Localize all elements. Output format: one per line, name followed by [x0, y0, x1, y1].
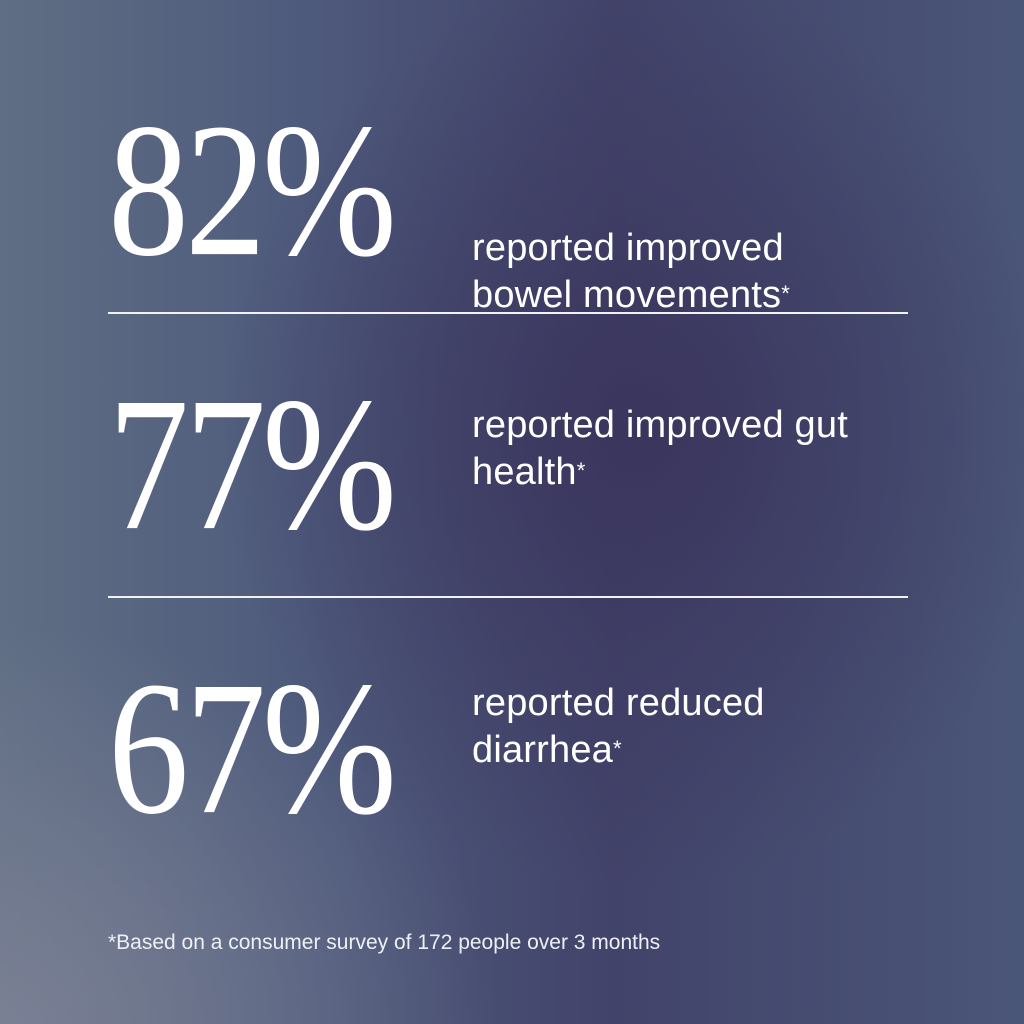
asterisk: *	[781, 281, 791, 306]
stat-description: reported improved bowel movements*	[472, 225, 790, 319]
divider	[108, 312, 908, 314]
stat-value: 82%	[108, 85, 397, 297]
desc-line: diarrhea	[472, 729, 614, 771]
desc-line: bowel movements	[472, 274, 782, 316]
stat-bowel-movements: 82% reported improved bowel movements*	[108, 85, 908, 316]
stat-description: reported reduced diarrhea*	[472, 680, 765, 774]
stat-value: 77%	[108, 359, 397, 571]
desc-line: reported reduced	[472, 682, 765, 724]
stat-value: 67%	[108, 643, 397, 855]
stat-diarrhea: 67% reported reduced diarrhea*	[108, 643, 908, 855]
divider	[108, 596, 908, 598]
footnote: *Based on a consumer survey of 172 peopl…	[108, 931, 661, 954]
stat-description: reported improved gut health*	[472, 402, 848, 496]
asterisk: *	[576, 458, 586, 483]
desc-line: reported improved gut	[472, 404, 848, 446]
asterisk: *	[613, 736, 622, 761]
desc-line: reported improved	[472, 227, 784, 269]
stat-gut-health: 77% reported improved gut health*	[108, 359, 908, 571]
desc-line: health	[472, 451, 577, 493]
